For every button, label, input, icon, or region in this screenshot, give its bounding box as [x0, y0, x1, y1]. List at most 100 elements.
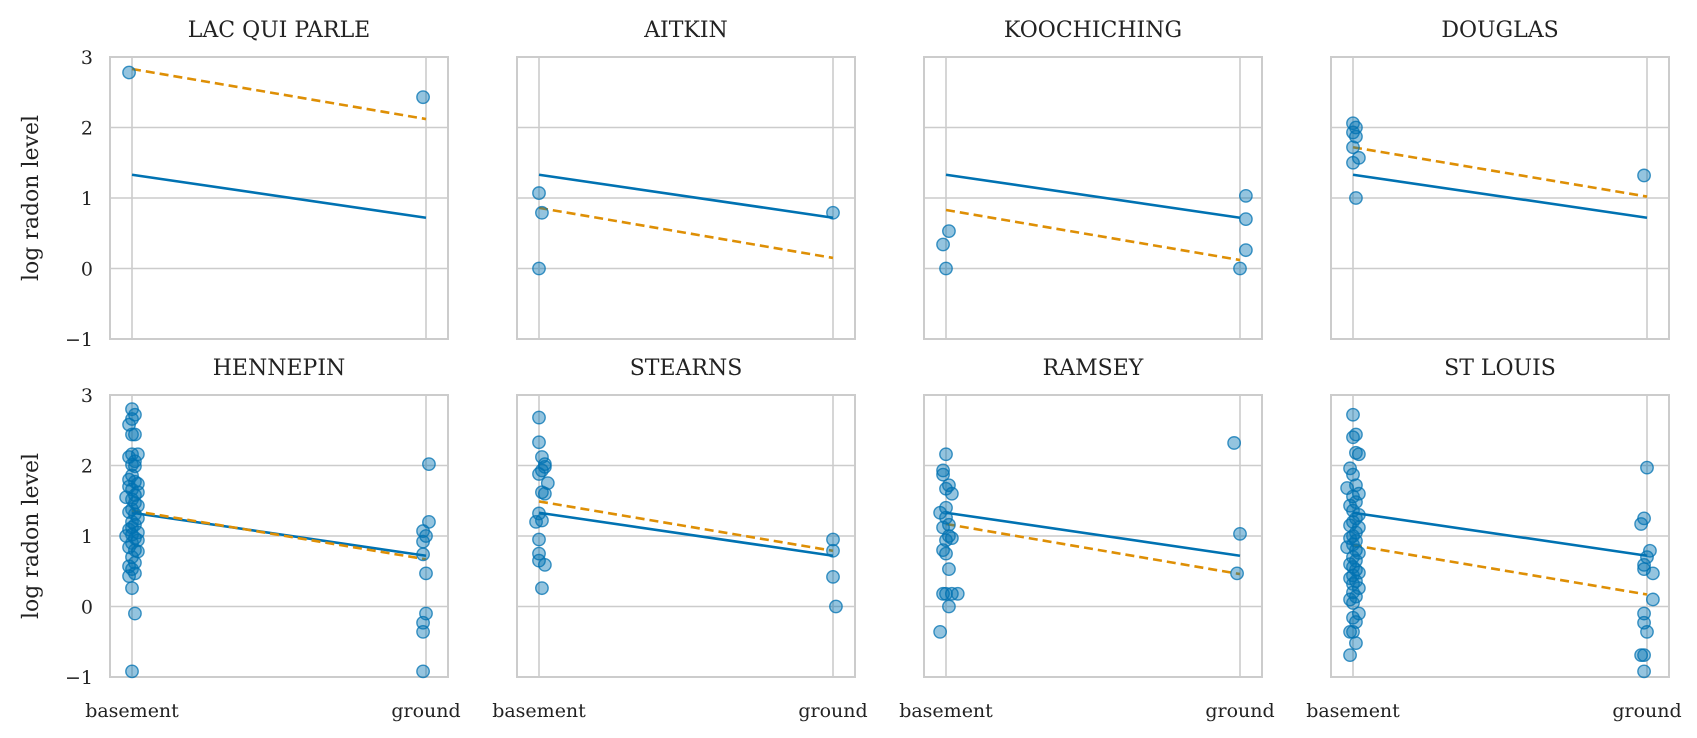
- data-point: [1230, 566, 1244, 581]
- pooled-fit-line: [131, 173, 427, 220]
- y-tick-label: −1: [65, 329, 93, 351]
- data-point: [128, 427, 142, 442]
- panel-title: DOUGLAS: [1441, 18, 1558, 43]
- data-point: [942, 224, 956, 239]
- pooled-fit-line: [945, 173, 1241, 220]
- panel-aitkin: AITKIN: [516, 18, 856, 340]
- data-point: [936, 237, 950, 252]
- data-point: [1343, 648, 1357, 663]
- x-tick-label: basement: [1306, 700, 1400, 722]
- data-point: [1645, 592, 1660, 607]
- data-point: [532, 435, 546, 450]
- panel-title: LAC QUI PARLE: [188, 18, 371, 43]
- data-point: [125, 664, 139, 679]
- county-fit-line: [538, 500, 834, 553]
- panel-title: ST LOUIS: [1444, 356, 1556, 381]
- panel-frame: [923, 394, 1263, 678]
- data-point: [936, 463, 950, 478]
- data-point: [936, 586, 950, 601]
- data-point: [1645, 566, 1660, 581]
- data-point: [1238, 188, 1253, 203]
- data-point: [535, 581, 549, 596]
- y-tick-label: 3: [81, 385, 93, 407]
- data-point: [1640, 460, 1654, 475]
- data-point: [950, 586, 965, 601]
- county-fit-line: [131, 509, 427, 561]
- panel-lac-qui-parle: LAC QUI PARLE −1 0 1 2 3 log radon level: [19, 18, 449, 351]
- data-point: [1233, 526, 1247, 541]
- y-tick-label: 0: [81, 597, 93, 619]
- panel-frame: [109, 56, 449, 340]
- data-point: [1238, 212, 1253, 227]
- data-point: [532, 546, 546, 561]
- data-point: [1346, 140, 1360, 155]
- data-point: [125, 581, 139, 596]
- pooled-fit-line: [1352, 173, 1648, 220]
- county-fit-line: [131, 67, 427, 121]
- panel-frame: [516, 56, 856, 340]
- panel-ramsey: RAMSEY basement ground: [899, 356, 1274, 722]
- data-point: [122, 569, 136, 584]
- data-point: [419, 566, 433, 581]
- x-tick-label: ground: [1205, 700, 1274, 722]
- data-point: [933, 624, 948, 639]
- data-point: [826, 569, 840, 584]
- panel-title: STEARNS: [630, 356, 743, 381]
- data-point: [532, 506, 546, 521]
- data-point: [416, 534, 430, 549]
- data-point: [532, 410, 546, 425]
- x-tick-label: basement: [899, 700, 993, 722]
- data-point: [1634, 648, 1649, 663]
- data-point: [1346, 624, 1360, 639]
- panel-douglas: DOUGLAS: [1330, 18, 1670, 340]
- pooled-fit-line: [1352, 511, 1648, 558]
- data-point: [1351, 447, 1366, 462]
- data-point: [537, 558, 552, 572]
- panel-frame: [923, 56, 1263, 340]
- data-point: [416, 624, 430, 639]
- data-point: [1637, 558, 1651, 572]
- data-point: [939, 546, 953, 561]
- panel-title: HENNEPIN: [213, 356, 346, 381]
- county-fit-line: [1352, 145, 1648, 198]
- data-point: [826, 543, 840, 558]
- x-tick-label: ground: [798, 700, 867, 722]
- data-point: [826, 205, 840, 220]
- panel-st-louis: ST LOUIS basement ground: [1306, 356, 1681, 722]
- panel-koochiching: KOOCHICHING: [923, 18, 1263, 340]
- data-point: [416, 664, 430, 679]
- panel-frame: [109, 394, 449, 678]
- data-point: [1346, 407, 1360, 422]
- panel-frame: [1330, 394, 1670, 678]
- data-point: [1227, 436, 1242, 450]
- data-point: [939, 447, 953, 462]
- x-tick-label: basement: [85, 700, 179, 722]
- panel-frame: [1330, 56, 1670, 340]
- data-point: [537, 486, 552, 501]
- data-point: [944, 486, 959, 501]
- x-tick-label: basement: [492, 700, 586, 722]
- pooled-fit-line: [538, 173, 834, 220]
- county-fit-line: [1352, 543, 1648, 596]
- data-point: [422, 457, 436, 471]
- data-point: [1634, 517, 1649, 531]
- y-tick-label: 3: [81, 47, 93, 69]
- data-point: [1349, 636, 1363, 651]
- panel-title: KOOCHICHING: [1004, 18, 1182, 43]
- y-tick-label: 0: [81, 259, 93, 281]
- data-point: [942, 599, 956, 614]
- data-point: [1349, 129, 1363, 144]
- y-tick-label: 2: [81, 118, 93, 140]
- data-point: [128, 606, 142, 621]
- y-tick-label: 1: [81, 188, 93, 210]
- data-point: [416, 547, 430, 562]
- panel-title: RAMSEY: [1043, 356, 1144, 381]
- data-point: [1346, 430, 1360, 445]
- data-point: [532, 467, 546, 481]
- panel-title: AITKIN: [643, 18, 728, 43]
- data-point: [829, 599, 843, 614]
- data-point: [122, 65, 136, 80]
- data-point: [1238, 243, 1253, 258]
- data-point: [1637, 168, 1651, 183]
